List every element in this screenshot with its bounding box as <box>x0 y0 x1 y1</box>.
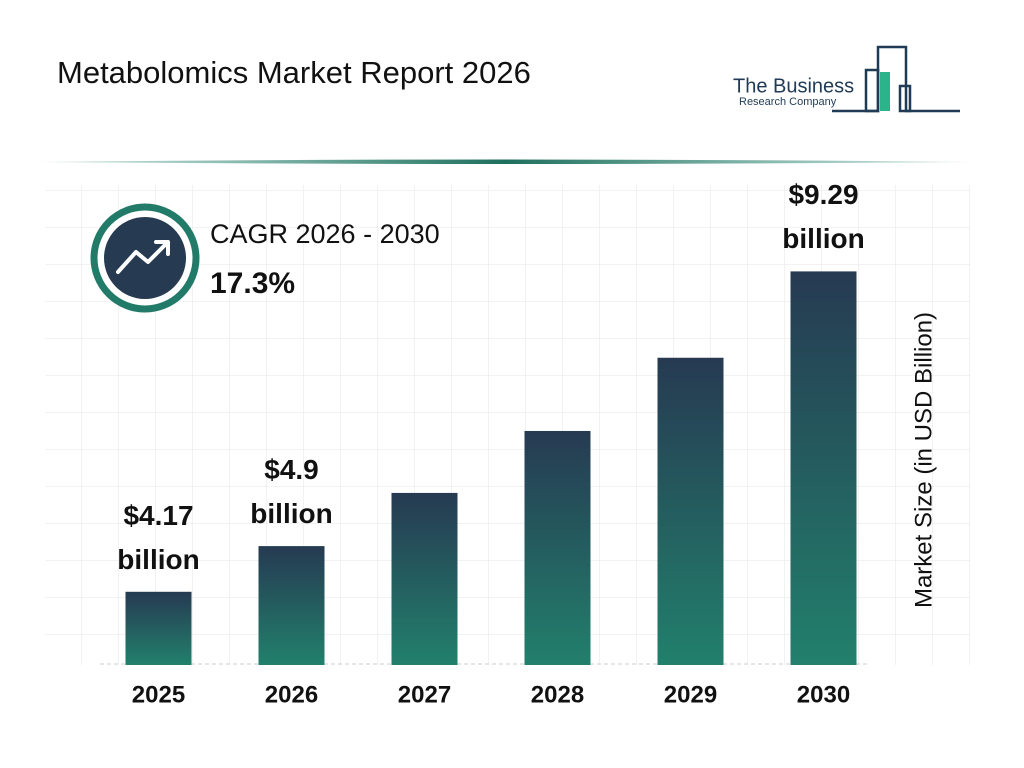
bar <box>391 492 458 665</box>
bar <box>524 430 591 665</box>
x-tick-label: 2029 <box>664 681 717 708</box>
logo-subtext: Research Company <box>739 96 837 108</box>
bar <box>657 357 724 665</box>
x-tick-label: 2028 <box>531 681 584 708</box>
cagr-value: 17.3% <box>210 267 295 300</box>
bar <box>125 591 192 665</box>
cagr-label: CAGR 2026 - 2030 <box>210 219 440 249</box>
cagr-badge <box>90 203 200 313</box>
chart-title: Metabolomics Market Report 2026 <box>57 55 531 90</box>
x-tick-label: 2026 <box>265 681 318 708</box>
bar <box>258 546 325 665</box>
value-label: $4.17 billion <box>117 499 200 575</box>
x-tick-label: 2025 <box>132 681 185 708</box>
logo: The Business Research Company <box>733 45 960 113</box>
value-label: $4.9 billion <box>250 454 333 530</box>
x-tick-label: 2027 <box>398 681 451 708</box>
x-tick-label: 2030 <box>797 681 850 708</box>
header-rule <box>40 159 970 164</box>
y-axis-label: Market Size (in USD Billion) <box>910 312 937 608</box>
bar <box>790 271 857 665</box>
logo-text: The Business <box>733 75 854 97</box>
value-label: $9.29 billion <box>782 179 865 255</box>
